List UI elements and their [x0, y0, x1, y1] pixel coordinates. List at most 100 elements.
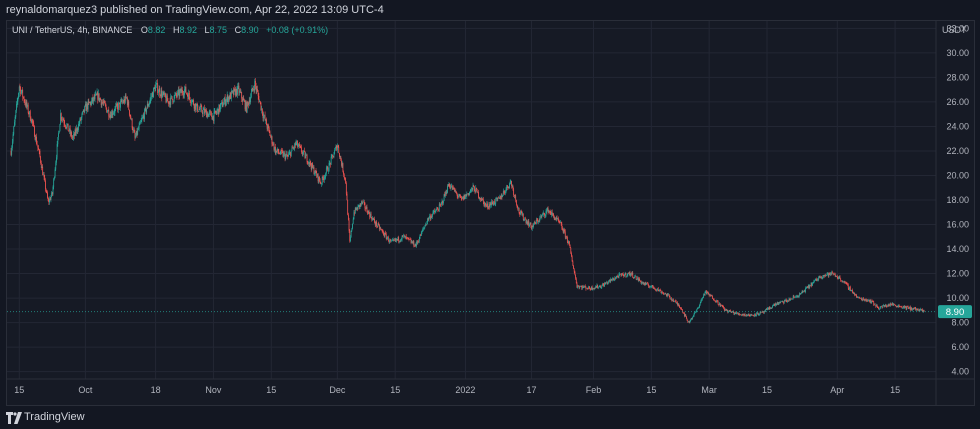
candle	[415, 243, 417, 248]
candle	[340, 155, 342, 162]
candle-body	[466, 193, 468, 197]
y-tick-label: 32.00	[946, 23, 969, 33]
candle	[659, 288, 661, 291]
candle-body	[748, 313, 749, 316]
candle-body	[141, 118, 143, 121]
candle	[531, 225, 533, 232]
tradingview-logo-icon[interactable]	[6, 412, 22, 424]
candle-body	[180, 88, 182, 93]
candle	[403, 233, 404, 239]
candle	[812, 282, 813, 286]
candle	[479, 196, 481, 201]
candle	[197, 102, 198, 113]
candle-body	[834, 273, 835, 275]
candle-body	[557, 218, 559, 220]
candle-body	[812, 283, 813, 286]
candle	[193, 98, 194, 106]
candle	[797, 294, 799, 298]
candle	[372, 216, 373, 222]
candle	[618, 272, 620, 279]
symbol-legend[interactable]: UNI / TetherUS, 4h, BINANCE O8.82 H8.92 …	[12, 25, 328, 35]
candlestick-chart[interactable]: 4.006.008.0010.0012.0014.0016.0018.0020.…	[7, 21, 974, 405]
candle-body	[57, 137, 59, 145]
candle	[580, 285, 581, 287]
chart-frame[interactable]: 4.00 6.00 8.00 10.00 12.00 14.00 16.00 18.00 20.…	[6, 20, 975, 406]
candle	[48, 198, 50, 205]
candle	[333, 152, 335, 159]
candle	[409, 237, 411, 241]
candle	[531, 225, 532, 230]
candle-body	[281, 149, 282, 152]
candle-body	[232, 90, 234, 95]
candle	[821, 275, 822, 280]
candle-body	[78, 123, 79, 131]
candle	[555, 217, 557, 221]
candle	[418, 236, 420, 244]
candle-body	[909, 306, 910, 309]
time-axis[interactable]: 15 Oct 18 Nov 15 Dec 15 2022 17 Feb 15 Mar 15 Apr 15	[14, 385, 900, 395]
candle	[330, 162, 331, 168]
candle-body	[878, 307, 879, 310]
candle	[706, 291, 708, 295]
candle	[619, 272, 621, 276]
candle-body	[20, 91, 22, 94]
candle	[473, 185, 475, 192]
candle	[117, 102, 119, 113]
candle-body	[792, 298, 793, 300]
candle	[496, 196, 497, 202]
candle	[583, 286, 585, 289]
candle	[590, 288, 592, 291]
publisher-bar: reynaldomarquez3 published on TradingVie…	[0, 0, 980, 20]
candle	[493, 199, 495, 205]
candle	[49, 196, 50, 205]
candle-body	[469, 192, 470, 195]
candle	[96, 88, 98, 96]
candle-body	[242, 98, 244, 102]
candle	[238, 82, 240, 96]
candle	[234, 85, 236, 92]
candle-body	[544, 213, 546, 216]
candle-body	[767, 307, 769, 310]
candle	[265, 118, 267, 124]
candle	[422, 227, 424, 232]
candle-body	[438, 204, 440, 211]
high-value: 8.92	[179, 25, 197, 35]
candle	[47, 196, 49, 202]
candle-body	[53, 177, 55, 179]
candle-body	[508, 186, 510, 189]
candle-body	[380, 228, 382, 230]
candle-body	[910, 307, 912, 310]
candle	[796, 294, 798, 298]
candle	[774, 302, 776, 308]
candle	[268, 123, 269, 132]
candle	[599, 284, 601, 288]
candle	[460, 195, 462, 201]
candle-body	[884, 306, 886, 307]
candle	[91, 97, 92, 106]
candle	[619, 273, 621, 275]
candle-body	[597, 285, 599, 288]
candle-body	[445, 191, 446, 196]
tradingview-brand[interactable]: TradingView	[24, 411, 85, 423]
candle	[279, 152, 280, 155]
candle	[917, 308, 919, 312]
candle	[215, 110, 217, 116]
candle	[335, 144, 337, 149]
candle	[354, 209, 355, 216]
candle-body	[225, 101, 227, 105]
candle-body	[836, 276, 838, 278]
candle	[540, 214, 541, 220]
candle-body	[98, 93, 100, 101]
candle-body	[449, 184, 450, 188]
candle	[212, 113, 214, 121]
candle-body	[312, 167, 314, 168]
candle	[659, 289, 661, 292]
candle	[131, 117, 132, 121]
price-axis[interactable]: 4.006.008.0010.0012.0014.0016.0018.0020.…	[946, 23, 969, 376]
candle-body	[385, 232, 386, 235]
candle-body	[559, 221, 561, 223]
candle-body	[655, 289, 657, 291]
candle	[751, 313, 753, 316]
candle	[667, 293, 669, 297]
candle-body	[318, 176, 320, 182]
